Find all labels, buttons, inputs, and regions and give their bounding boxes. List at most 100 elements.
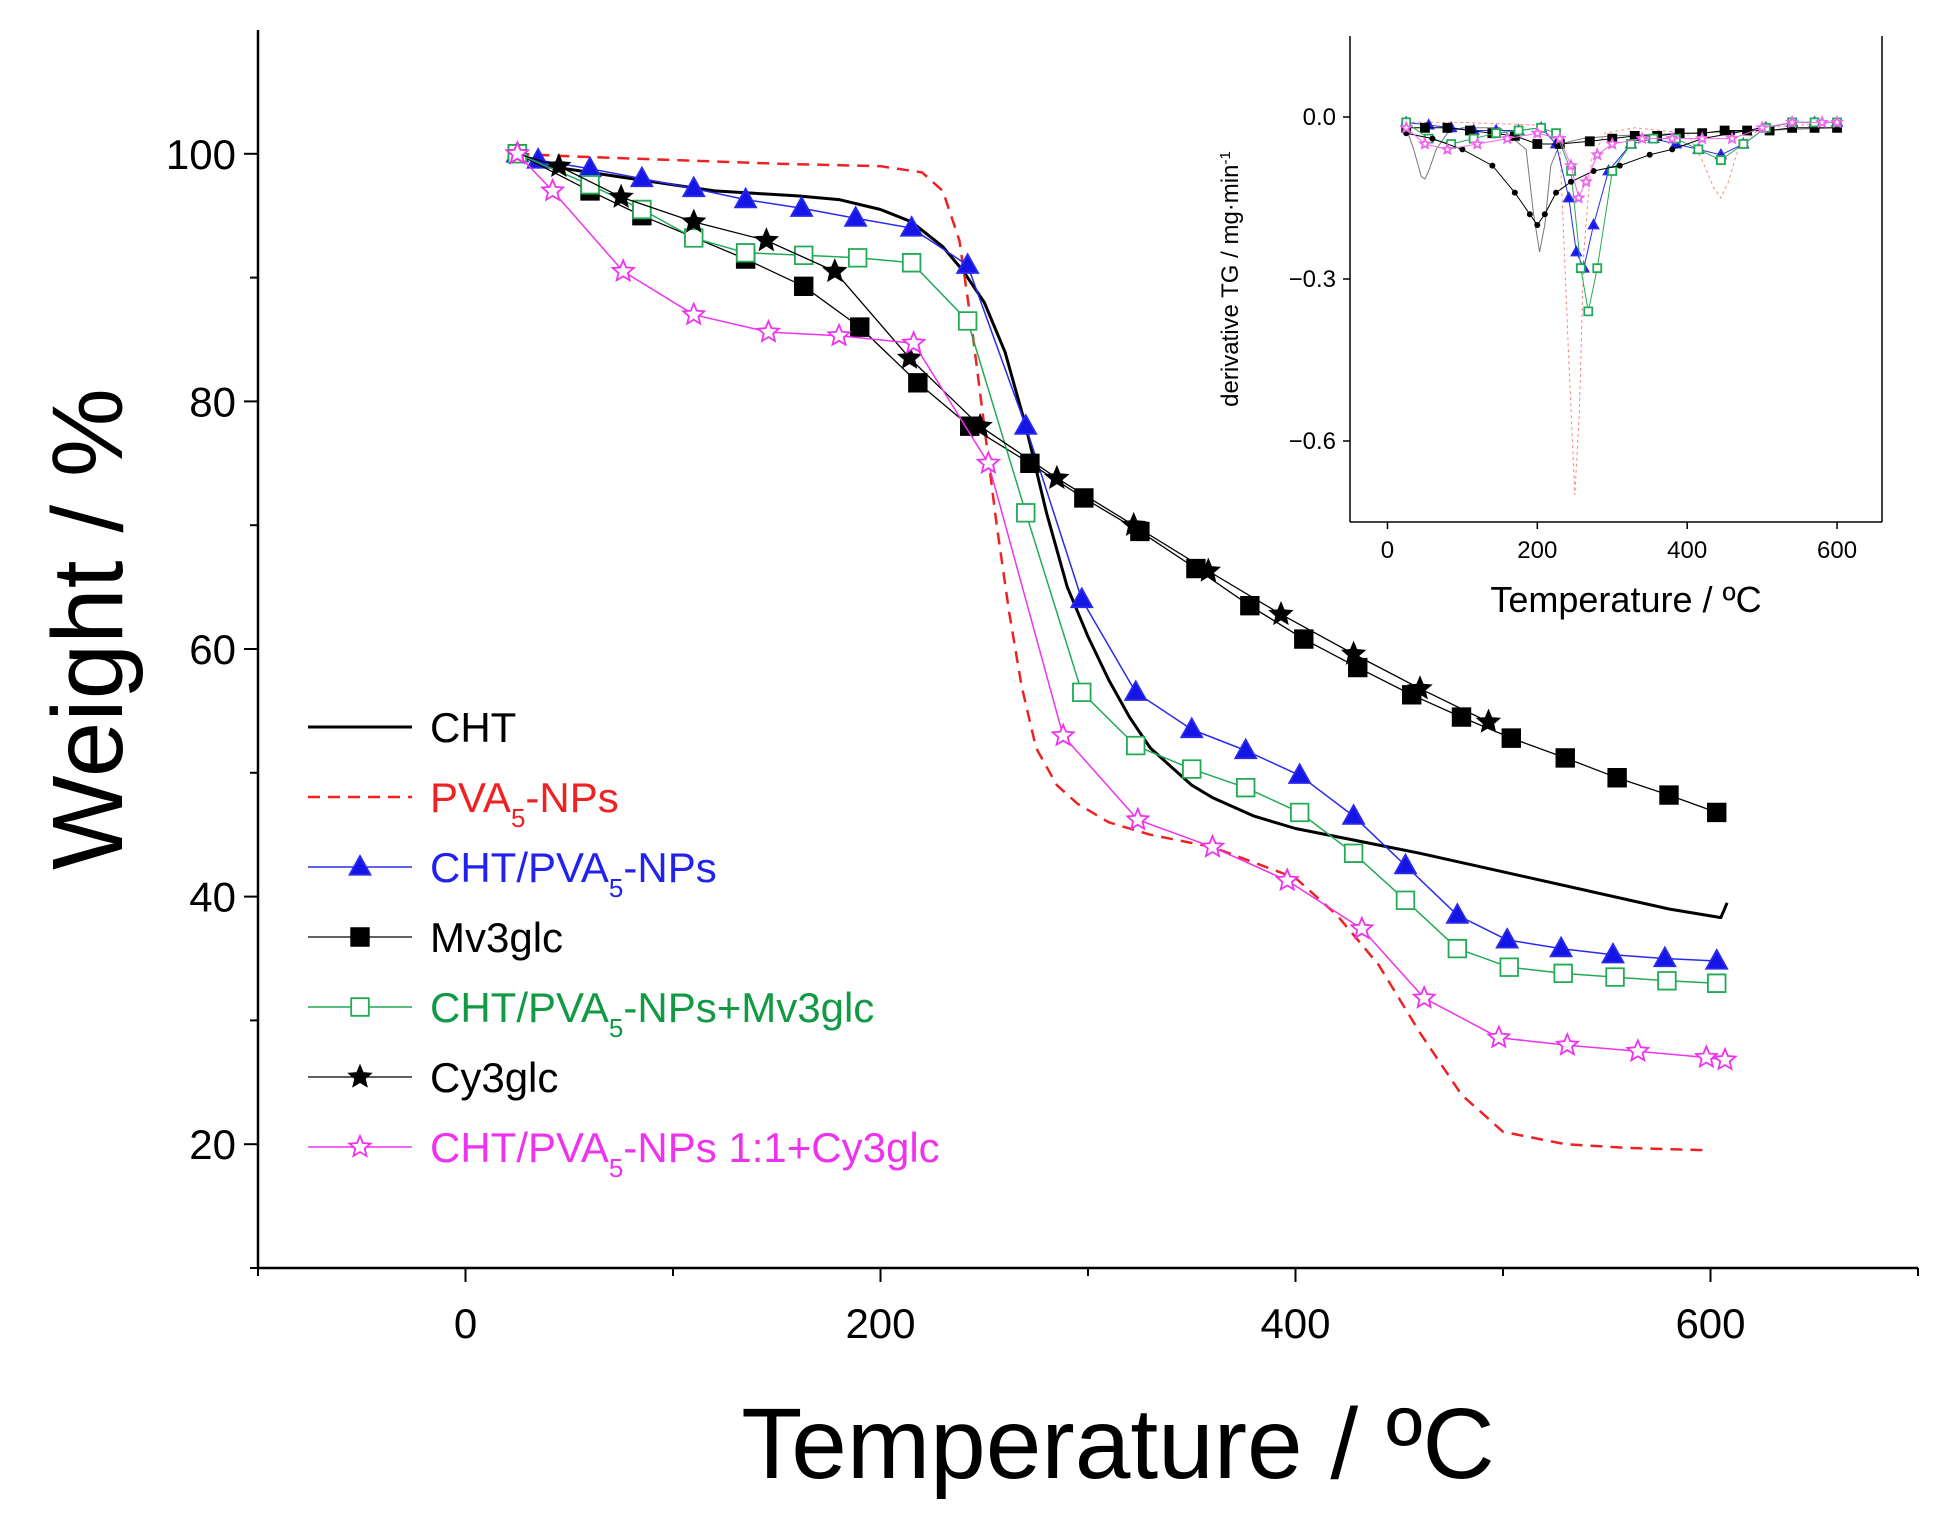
data-point-2-18 [1445, 902, 1470, 924]
legend-entry-1: PVA5-NPs [308, 774, 619, 833]
legend-label-part: -NPs [525, 774, 618, 821]
data-point-5-8 [1044, 464, 1070, 490]
data-point-5-11 [1268, 600, 1294, 626]
data-point-4-6 [847, 248, 868, 268]
data-point-2-20 [1549, 935, 1574, 958]
data-point-6-7 [975, 449, 1002, 475]
inset-point-5-11 [1616, 162, 1623, 169]
data-point-4-2 [632, 199, 652, 220]
inset-point-4-16 [1693, 144, 1704, 155]
legend-label-part: PVA [430, 774, 511, 821]
inset-y-axis-title: derivative TG / mg·min-1 [1217, 151, 1245, 407]
data-point-4-14 [1289, 802, 1310, 823]
inset-point-6-13 [1665, 131, 1680, 145]
x-tick-label: 0 [454, 1300, 477, 1347]
data-point-2-10 [1013, 413, 1038, 435]
series-line-1 [517, 152, 1711, 1152]
inset-point-6-14 [1695, 131, 1710, 145]
legend-label-part: 5 [609, 1013, 623, 1043]
series-2 [505, 140, 1729, 970]
data-point-6-2 [610, 258, 636, 283]
data-point-5-3 [681, 208, 707, 233]
series-line-0 [516, 152, 1729, 920]
data-point-2-8 [899, 215, 924, 237]
inset-point-2-8 [1562, 191, 1576, 203]
inset-point-4-18 [1738, 139, 1749, 149]
series-line-3 [517, 153, 1717, 814]
data-point-2-4 [681, 175, 706, 198]
data-point-3-18 [1555, 748, 1575, 768]
inset-point-6-19 [1830, 115, 1845, 129]
data-point-4-22 [1707, 973, 1727, 993]
legend-entry-5: Cy3glc [308, 1054, 558, 1101]
inset-point-6-2 [1440, 142, 1455, 156]
data-point-2-16 [1341, 803, 1366, 825]
data-point-3-9 [1074, 488, 1094, 508]
legend-label: CHT [430, 704, 516, 751]
data-point-2-9 [955, 252, 980, 274]
data-point-5-13 [1407, 675, 1433, 700]
inset-x-tick-label: 400 [1667, 537, 1707, 564]
data-point-4-18 [1499, 957, 1519, 977]
data-point-6-8 [1050, 722, 1076, 747]
legend: CHTPVA5-NPsCHT/PVA5-NPsMv3glcCHT/PVA5-NP… [308, 704, 940, 1183]
inset-point-6-12 [1635, 131, 1650, 145]
inset-series-6 [1399, 115, 1845, 204]
main-plot: 0 200 400 600 20 40 60 80 100 Temperature / ºC Wei… [32, 30, 1919, 1500]
inset-point-5-5 [1526, 211, 1533, 218]
data-point-4-3 [684, 228, 704, 248]
data-point-2-14 [1233, 737, 1258, 760]
inset-point-5-6 [1534, 222, 1541, 228]
data-point-2-3 [629, 165, 654, 188]
series-line-2 [517, 153, 1717, 962]
data-point-5-6 [896, 344, 923, 369]
legend-marker [348, 854, 372, 876]
data-point-6-9 [1125, 806, 1151, 831]
inset-point-6-18 [1815, 115, 1830, 129]
data-point-5-14 [1475, 708, 1502, 733]
inset-point-5-9 [1568, 178, 1575, 185]
y-tick-label: 20 [189, 1121, 236, 1168]
data-point-2-21 [1600, 941, 1625, 964]
x-tick-label: 200 [845, 1300, 915, 1347]
data-point-2-22 [1652, 945, 1677, 968]
data-point-6-12 [1349, 915, 1375, 940]
inset-point-6-5 [1530, 125, 1545, 140]
inset-point-3-2 [1442, 122, 1453, 133]
legend-label-part: 5 [609, 873, 623, 903]
data-point-4-17 [1447, 938, 1468, 959]
legend-label: Cy3glc [430, 1054, 558, 1101]
data-point-6-5 [826, 322, 852, 347]
legend-entry-0: CHT [308, 704, 516, 751]
data-point-5-9 [1120, 511, 1147, 536]
inset-y-axis-title-exponent: -1 [1217, 151, 1234, 164]
data-point-6-11 [1274, 867, 1300, 892]
data-point-3-16 [1451, 707, 1472, 727]
series-0 [516, 152, 1729, 920]
inset-point-3-14 [1719, 125, 1730, 136]
data-point-2-23 [1704, 948, 1729, 970]
inset-point-3-8 [1584, 136, 1595, 147]
data-point-6-17 [1693, 1044, 1719, 1069]
series-1 [517, 152, 1711, 1152]
legend-label-part: CHT/PVA [430, 1124, 609, 1171]
data-point-2-5 [733, 186, 758, 209]
inset-point-4-11 [1592, 263, 1603, 274]
inset-point-5-1 [1429, 135, 1436, 142]
data-point-5-10 [1195, 557, 1222, 582]
data-point-4-8 [957, 311, 978, 331]
data-point-3-14 [1348, 657, 1368, 678]
legend-label: CHT/PVA5-NPs [430, 844, 717, 903]
data-point-4-9 [1016, 503, 1036, 523]
data-point-4-13 [1236, 777, 1256, 798]
data-point-3-21 [1707, 802, 1727, 823]
legend-label-part: -NPs+Mv3glc [623, 984, 874, 1031]
legend-label: Mv3glc [430, 914, 563, 961]
legend-label-part: -NPs [623, 844, 716, 891]
x-tick-label: 600 [1675, 1300, 1745, 1347]
inset-point-6-3 [1470, 136, 1485, 150]
data-point-2-7 [843, 205, 868, 227]
inset-point-4-9 [1575, 263, 1586, 274]
inset-point-3-3 [1464, 125, 1475, 136]
legend-entry-4: CHT/PVA5-NPs+Mv3glc [308, 984, 874, 1043]
